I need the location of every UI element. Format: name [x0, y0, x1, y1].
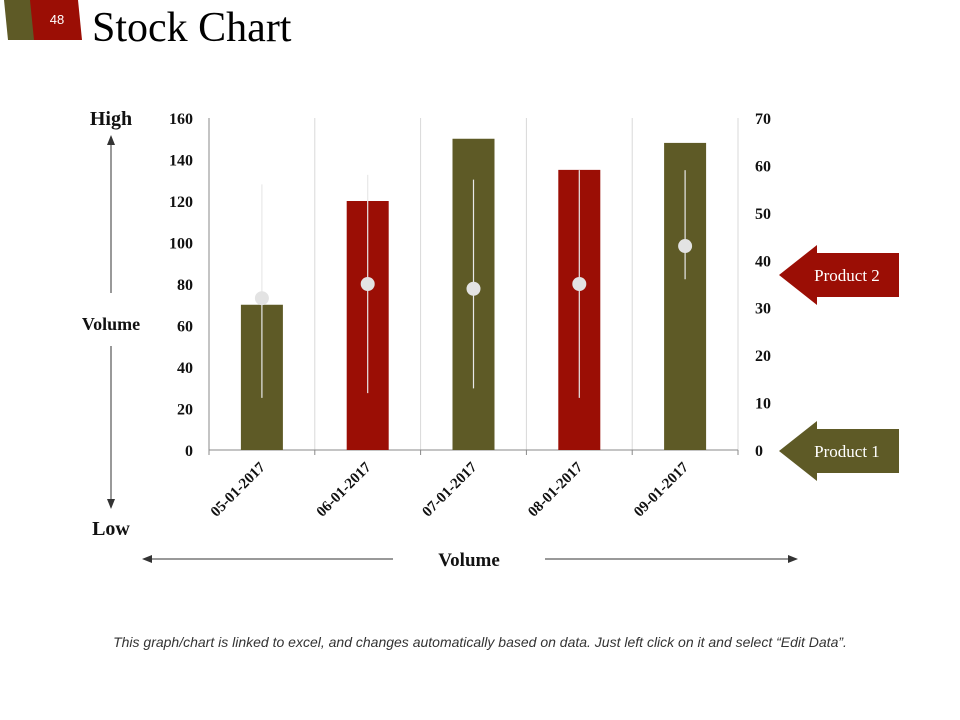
y-left-tick-label: 60: [177, 319, 193, 336]
badge-red-tab: [30, 0, 82, 40]
y-left-tick-label: 120: [169, 194, 193, 211]
legend-callout-product-2: Product 2: [779, 245, 899, 305]
slide-title: Stock Chart: [92, 5, 292, 51]
y-right-tick-label: 70: [755, 111, 771, 128]
y-left-tick-label: 20: [177, 402, 193, 419]
x-category-label: 06-01-2017: [314, 459, 375, 520]
slide-number-badge: 48: [0, 0, 90, 42]
close-marker: [254, 291, 269, 306]
y-right-tick-label: 10: [755, 396, 771, 413]
close-marker: [360, 277, 375, 291]
legend-callout-label: Product 2: [814, 266, 880, 285]
y-left-tick-label: 140: [169, 153, 193, 170]
x-category-label: 05-01-2017: [208, 459, 269, 520]
legend-callout-product-1: Product 1: [779, 421, 899, 481]
y-right-tick-label: 20: [755, 348, 771, 365]
close-marker: [466, 281, 481, 296]
close-marker: [678, 239, 693, 254]
volume-left-label: Volume: [82, 314, 140, 334]
y-left-tick-label: 160: [169, 111, 193, 128]
y-left-tick-label: 100: [169, 236, 193, 253]
badge-shape: [4, 0, 82, 40]
legend-callout-label: Product 1: [814, 442, 880, 461]
y-left-tick-label: 80: [177, 277, 193, 294]
y-left-tick-label: 40: [177, 360, 193, 377]
slide-number: 48: [49, 12, 65, 27]
x-category-label: 09-01-2017: [631, 459, 692, 520]
low-label: Low: [92, 518, 130, 540]
legend-callout-shape: [779, 421, 899, 481]
y-right-tick-label: 30: [755, 301, 771, 318]
x-category-label: 07-01-2017: [420, 459, 481, 520]
y-right-tick-label: 40: [755, 253, 771, 270]
y-right-tick-label: 0: [755, 443, 763, 460]
close-marker: [572, 277, 587, 291]
legend-callout-shape: [779, 245, 899, 305]
high-label: High: [90, 108, 132, 130]
y-left-tick-label: 0: [185, 443, 193, 460]
footnote: This graph/chart is linked to excel, and…: [113, 634, 847, 650]
volume-bottom-label: Volume: [438, 550, 500, 571]
x-category-label: 08-01-2017: [525, 459, 586, 520]
y-right-tick-label: 50: [755, 206, 771, 223]
y-right-tick-label: 60: [755, 158, 771, 175]
